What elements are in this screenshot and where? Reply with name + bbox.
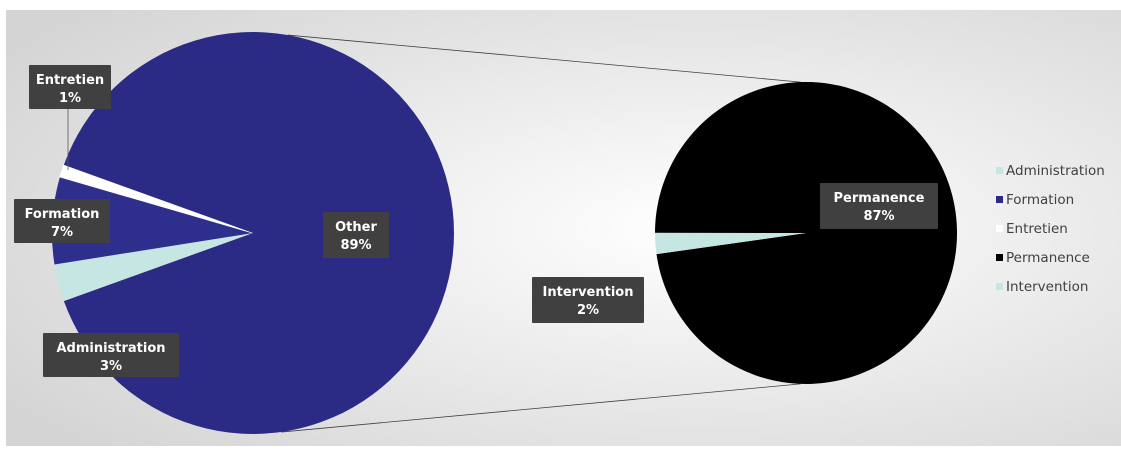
legend-entry-administration: Administration [996, 163, 1105, 179]
legend-label: Formation [1006, 192, 1074, 208]
data-label-intervention: Intervention 2% [532, 277, 644, 323]
data-label-value: 87% [863, 209, 894, 224]
data-label-permanence: Permanence 87% [820, 183, 938, 229]
data-label-value: 7% [51, 225, 73, 240]
data-label-value: 89% [340, 238, 371, 253]
legend-entry-permanence: Permanence [996, 250, 1090, 266]
legend-entry-entretien: Entretien [996, 221, 1068, 237]
secondary-slice-permanence [655, 81, 957, 384]
legend-swatch [996, 254, 1003, 261]
legend-swatch [996, 167, 1003, 174]
data-label-name: Formation [25, 207, 100, 222]
legend-label: Permanence [1006, 250, 1090, 266]
legend: Administration Formation Entretien Permanen… [996, 163, 1105, 295]
connector-bottom [280, 383, 801, 433]
data-label-administration: Administration 3% [43, 333, 179, 377]
data-label-name: Other [335, 220, 377, 235]
data-label-name: Entretien [36, 73, 104, 88]
legend-swatch [996, 225, 1003, 232]
legend-entry-intervention: Intervention [996, 279, 1088, 295]
legend-label: Entretien [1006, 221, 1068, 237]
data-label-formation: Formation 7% [14, 199, 110, 243]
legend-swatch [996, 196, 1003, 203]
legend-label: Intervention [1006, 279, 1088, 295]
legend-label: Administration [1006, 163, 1105, 179]
legend-swatch [996, 283, 1003, 290]
data-label-name: Administration [56, 341, 165, 356]
data-label-value: 1% [59, 91, 81, 106]
legend-entry-formation: Formation [996, 192, 1074, 208]
data-label-entretien: Entretien 1% [29, 65, 111, 109]
data-label-other: Other 89% [323, 212, 389, 258]
connector-top [287, 34, 801, 83]
main-slice-administration [54, 233, 253, 302]
main-slice-entretien [59, 164, 254, 234]
data-label-value: 3% [100, 359, 122, 374]
data-label-name: Intervention [543, 285, 634, 300]
data-label-name: Permanence [834, 191, 925, 206]
secondary-slice-intervention [654, 232, 806, 255]
data-label-value: 2% [577, 303, 599, 318]
